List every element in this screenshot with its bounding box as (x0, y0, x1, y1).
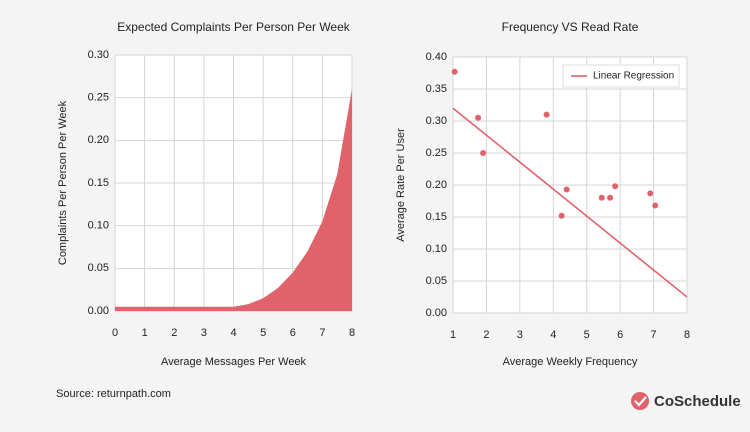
point (475, 114, 482, 121)
x-tick-label: 8 (684, 329, 690, 341)
y-tick-label: 0.25 (88, 92, 109, 104)
x-tick-label: 6 (617, 329, 623, 341)
x-tick-label: 3 (517, 329, 523, 341)
y-tick-label: 0.30 (426, 115, 447, 127)
point (647, 190, 654, 197)
y-tick-label: 0.05 (426, 275, 447, 287)
legend-box (562, 64, 680, 88)
y-axis-label: Average Rate Per User (395, 128, 407, 242)
x-tick-label: 2 (171, 327, 177, 339)
point (652, 202, 659, 209)
brand-logo: CoSchedule (631, 392, 741, 410)
x-tick-label: 1 (142, 327, 148, 339)
point (558, 212, 565, 219)
y-tick-label: 0.35 (426, 83, 447, 95)
x-tick-label: 1 (450, 329, 456, 341)
y-tick-label: 0.25 (426, 147, 447, 159)
x-tick-label: 4 (230, 327, 236, 339)
x-tick-label: 8 (349, 327, 355, 339)
y-tick-label: 0.40 (426, 51, 447, 63)
y-axis-label: Complaints Per Person Per Week (57, 100, 69, 265)
y-tick-label: 0.15 (426, 211, 447, 223)
y-tick-label: 0.20 (426, 179, 447, 191)
chart-title: Frequency VS Read Rate (502, 20, 639, 34)
x-tick-label: 4 (550, 329, 556, 341)
regression-line (452, 107, 688, 298)
y-tick-label: 0.10 (88, 220, 109, 232)
point (451, 68, 458, 75)
y-tick-label: 0.10 (426, 243, 447, 255)
source: Source: returnpath.com (56, 388, 171, 400)
chart-title: Expected Complaints Per Person Per Week (117, 20, 351, 34)
y-tick-label: 0.20 (88, 134, 109, 146)
point (607, 194, 614, 201)
x-tick-label: 7 (319, 327, 325, 339)
logo-check (634, 396, 647, 407)
point (480, 150, 487, 156)
x-tick-label: 6 (290, 327, 296, 339)
x-tick-label: 3 (201, 327, 207, 339)
legend-label: Linear Regression (593, 71, 674, 82)
x-tick-label: 5 (584, 329, 590, 341)
point (598, 194, 605, 201)
y-tick-label: 0.00 (426, 307, 447, 319)
y-tick-label: 0.30 (88, 49, 109, 61)
brand-name: CoSchedule (654, 393, 741, 410)
x-tick-label: 2 (483, 329, 489, 341)
y-tick-label: 0.05 (88, 262, 109, 274)
x-tick-label: 5 (260, 327, 266, 339)
point (563, 186, 570, 193)
point (543, 111, 550, 118)
point (612, 183, 619, 190)
y-tick-label: 0.15 (88, 177, 109, 189)
x-tick-label: 0 (112, 327, 118, 339)
logo-icon (631, 392, 649, 410)
x-axis-label: Average Messages Per Week (161, 356, 307, 368)
area (115, 89, 352, 311)
x-tick-label: 7 (651, 329, 657, 341)
y-tick-label: 0.00 (88, 305, 109, 317)
x-axis-label: Average Weekly Frequency (503, 356, 638, 368)
